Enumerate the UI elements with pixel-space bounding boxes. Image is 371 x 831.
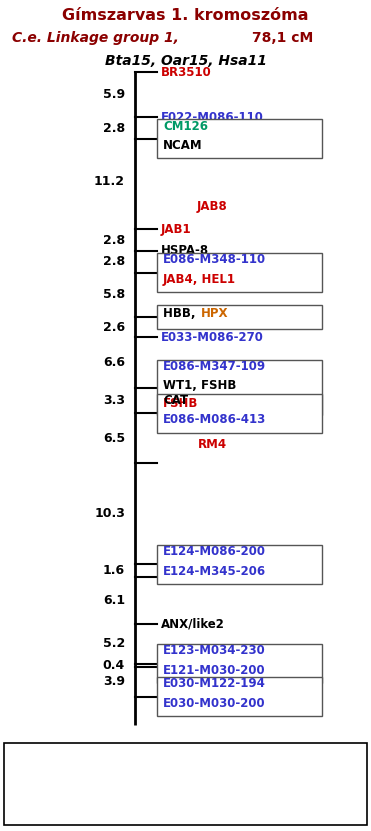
Text: JAB8: JAB8 (12, 751, 43, 765)
Text: 2.8: 2.8 (103, 234, 125, 247)
Text: 6.5: 6.5 (103, 431, 125, 445)
Text: ANX/like2: ANX/like2 (161, 617, 225, 630)
Text: 5.8: 5.8 (103, 288, 125, 302)
Text: BR3510: BR3510 (161, 66, 212, 78)
Text: C.e. Linkage group 1,: C.e. Linkage group 1, (12, 31, 179, 45)
FancyBboxPatch shape (157, 120, 322, 159)
Text: NCAM: NCAM (99, 800, 138, 814)
Text: E030-M122-194: E030-M122-194 (163, 677, 266, 691)
Text: ACP2: ACP2 (161, 570, 196, 583)
Text: HBB,: HBB, (163, 307, 200, 320)
Text: E123-M034-230: E123-M034-230 (163, 644, 266, 657)
Text: E086-M347-109: E086-M347-109 (163, 361, 266, 373)
Text: FSHB: FSHB (163, 396, 198, 410)
Text: Gímszarvas 1. kromoszóma: Gímszarvas 1. kromoszóma (62, 8, 309, 23)
Text: E124-M345-206: E124-M345-206 (163, 565, 266, 578)
FancyBboxPatch shape (157, 253, 322, 292)
Text: CM126: CM126 (163, 120, 208, 133)
Text: 0.4: 0.4 (103, 659, 125, 671)
Text: 6.6: 6.6 (103, 356, 125, 369)
Text: 11.2: 11.2 (94, 175, 125, 189)
FancyBboxPatch shape (157, 677, 322, 716)
Text: 5.1 cM: 5.1 cM (317, 751, 356, 765)
Text: 1.6: 1.6 (103, 564, 125, 577)
Text: : HSP-8: : HSP-8 (35, 751, 88, 765)
Text: E086-M086-413: E086-M086-413 (163, 413, 266, 426)
Text: JAB1: JAB1 (161, 223, 192, 236)
Text: 3.3: 3.3 (103, 394, 125, 407)
Text: 78,1 cM: 78,1 cM (252, 31, 313, 45)
Text: JAB8: JAB8 (197, 200, 227, 213)
Text: E022-M086-110: E022-M086-110 (161, 111, 264, 124)
Text: WT1, FSHB: WT1, FSHB (163, 378, 236, 391)
Text: RM4: RM4 (99, 776, 128, 789)
Text: Bta15, Oar15, Hsa11: Bta15, Oar15, Hsa11 (105, 54, 266, 68)
Text: 5.2: 5.2 (103, 637, 125, 650)
Text: 3.9: 3.9 (103, 675, 125, 688)
Text: 2.8: 2.8 (103, 255, 125, 268)
Text: CAT: CAT (163, 394, 188, 407)
Text: NCAM: NCAM (163, 139, 203, 152)
Text: 2.6: 2.6 (103, 321, 125, 333)
FancyBboxPatch shape (157, 394, 322, 433)
FancyBboxPatch shape (157, 361, 322, 415)
Text: E086-M348-188:: E086-M348-188: (12, 800, 124, 814)
Text: 2.9 cM: 2.9 cM (317, 776, 356, 789)
Text: RM4: RM4 (197, 438, 227, 451)
Text: JAB4, HEL1: JAB4, HEL1 (163, 273, 236, 286)
Text: E033-M086-270: E033-M086-270 (161, 331, 264, 343)
Text: E086-M348-110: E086-M348-110 (163, 253, 266, 266)
FancyBboxPatch shape (157, 644, 322, 683)
Text: E121-M030-200: E121-M030-200 (163, 664, 266, 677)
Text: E030-M030-200: E030-M030-200 (163, 697, 266, 710)
Text: 6.4 cM: 6.4 cM (317, 800, 356, 814)
Text: 6.1: 6.1 (103, 593, 125, 607)
Text: 2.8: 2.8 (103, 121, 125, 135)
Text: HSPA-8: HSPA-8 (161, 244, 209, 258)
FancyBboxPatch shape (4, 743, 367, 825)
Text: E345-M345-205:: E345-M345-205: (12, 776, 124, 789)
Text: E124-M086-200: E124-M086-200 (163, 545, 266, 558)
FancyBboxPatch shape (157, 545, 322, 584)
Text: HPX: HPX (201, 307, 229, 320)
FancyBboxPatch shape (157, 305, 322, 329)
Text: 5.9: 5.9 (103, 88, 125, 101)
Text: 10.3: 10.3 (94, 507, 125, 520)
